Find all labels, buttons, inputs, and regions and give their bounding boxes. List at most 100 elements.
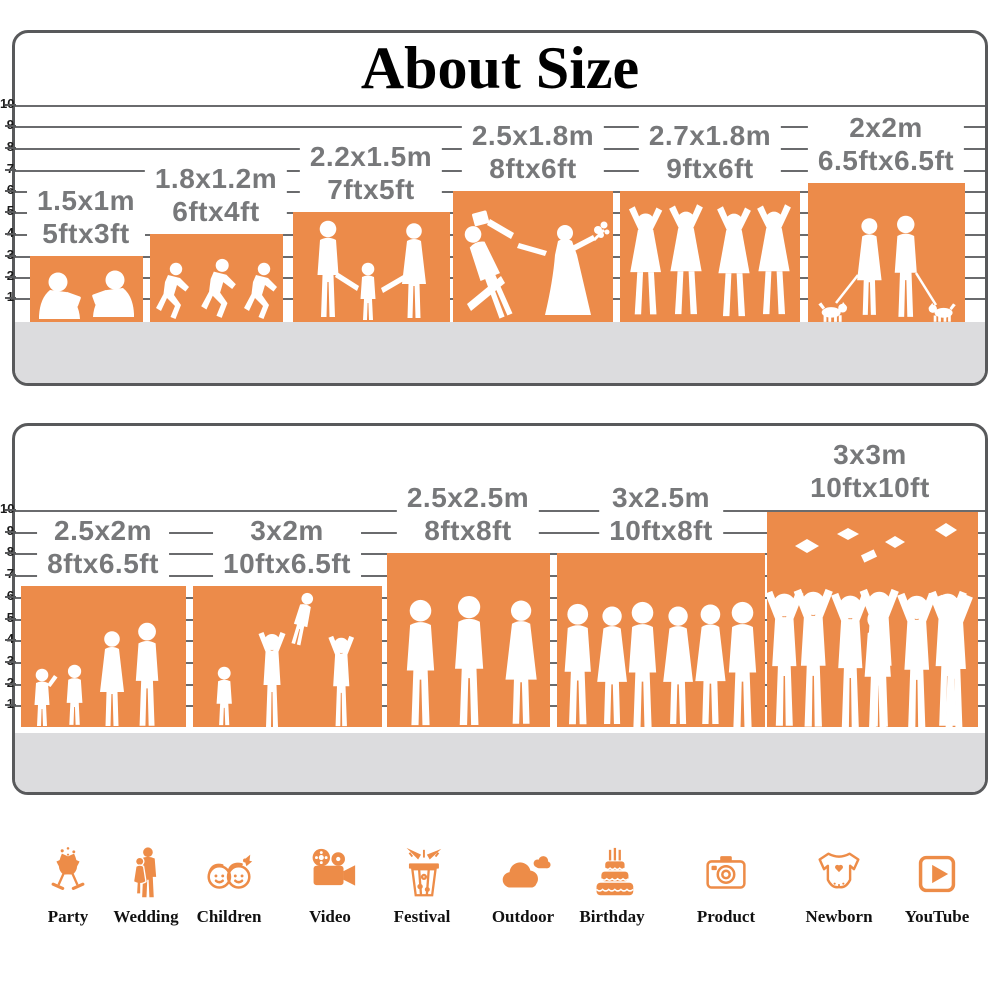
festival-icon	[406, 847, 442, 897]
size-metric: 1.5x1m	[37, 185, 135, 216]
axis-tick-label: 2	[0, 676, 14, 690]
size-imperial: 10ftx6.5ft	[223, 548, 351, 579]
axis-tick-label: 6	[0, 589, 14, 603]
children-icon	[207, 854, 253, 889]
size-imperial: 8ftx6ft	[489, 153, 577, 184]
youtube-icon	[918, 855, 956, 893]
category-label: Birthday	[579, 907, 645, 926]
size-label: 2.5x2.5m 8ftx8ft	[396, 481, 540, 547]
size-metric: 2.5x1.8m	[471, 120, 595, 151]
size-imperial: 6.5ftx6.5ft	[817, 145, 955, 176]
page-title: About Size	[340, 33, 660, 103]
axis-tick-label: 1	[0, 697, 14, 711]
silhouette-wedding-couple	[460, 210, 610, 320]
silhouette-kids-reading	[39, 270, 134, 319]
backdrop-1.5x1m	[30, 256, 143, 322]
axis-tick-label: 9	[0, 118, 14, 132]
size-panel-bottom: 2.5x2m 8ftx6.5ft 3x2m 10ftx6.5ft 2.5x2.5…	[12, 423, 988, 795]
gridline	[15, 105, 985, 107]
axis-tick	[5, 509, 16, 511]
backdrop-1.8x1.2m	[150, 234, 283, 322]
floor-strip	[15, 322, 985, 383]
category-label: Video	[309, 907, 351, 926]
category-newborn: Newborn	[791, 845, 887, 927]
category-party: Party	[20, 845, 116, 927]
axis-tick-label: 10	[0, 97, 14, 111]
axis-tick	[5, 190, 16, 192]
axis-tick	[5, 255, 16, 257]
size-imperial: 7ftx5ft	[327, 174, 415, 205]
size-label: 3x2.5m 10ftx8ft	[599, 481, 723, 547]
axis-tick-label: 7	[0, 567, 14, 581]
size-label: 2.5x1.8m 8ftx6ft	[461, 119, 605, 185]
axis-tick-label: 2	[0, 269, 14, 283]
backdrop-2.5x1.8m	[453, 191, 613, 322]
size-metric: 2.5x2m	[54, 515, 152, 546]
video-icon	[312, 848, 356, 886]
axis-tick-label: 5	[0, 204, 14, 218]
category-wedding: Wedding	[98, 845, 194, 927]
axis-tick-label: 5	[0, 611, 14, 625]
size-imperial: 5ftx3ft	[42, 218, 130, 249]
backdrop-3x3m	[767, 512, 978, 727]
size-label: 1.8x1.2m 6ftx4ft	[144, 162, 288, 228]
size-imperial: 8ftx8ft	[424, 515, 512, 546]
backdrop-2x2m	[808, 183, 965, 322]
newborn-icon	[818, 852, 860, 889]
silhouette-kids-running	[156, 258, 277, 319]
size-imperial: 10ftx8ft	[609, 515, 713, 546]
size-metric: 2.2x1.5m	[309, 141, 433, 172]
category-youtube: YouTube	[889, 845, 985, 927]
size-label: 2.5x2m 8ftx6.5ft	[37, 514, 169, 580]
axis-tick	[5, 531, 16, 533]
size-label: 3x3m 10ftx10ft	[800, 438, 940, 504]
party-icon	[51, 847, 85, 890]
backdrop-3x2m	[193, 586, 382, 727]
silhouette-group-of-friends	[564, 601, 757, 727]
axis-tick-label: 7	[0, 162, 14, 176]
axis-tick-label: 8	[0, 140, 14, 154]
category-label: Product	[696, 907, 756, 926]
size-metric: 1.8x1.2m	[154, 163, 278, 194]
backdrop-2.5x2m	[21, 586, 186, 727]
backdrop-2.7x1.8m	[620, 191, 800, 322]
category-label: Outdoor	[491, 907, 555, 926]
silhouette-family-of-four	[34, 622, 159, 726]
size-label: 2.7x1.8m 9ftx6ft	[638, 119, 782, 185]
silhouette-couple-walking-dogs	[818, 215, 956, 322]
axis-tick	[5, 704, 16, 706]
birthday-icon	[595, 847, 634, 896]
size-metric: 2x2m	[849, 112, 923, 143]
axis-tick	[5, 297, 16, 299]
category-label: Newborn	[805, 907, 873, 926]
category-festival: Festival	[374, 845, 470, 927]
product-icon	[706, 856, 746, 889]
axis-tick	[5, 211, 16, 213]
category-label: Wedding	[113, 907, 179, 926]
size-metric: 2.5x2.5m	[406, 482, 530, 513]
size-metric: 3x2.5m	[612, 482, 710, 513]
axis-tick	[5, 552, 16, 554]
wedding-icon	[132, 847, 157, 898]
axis-tick	[5, 661, 16, 663]
axis-tick-label: 3	[0, 248, 14, 262]
axis-tick-label: 3	[0, 654, 14, 668]
size-imperial: 6ftx4ft	[172, 196, 260, 227]
size-label: 3x2m 10ftx6.5ft	[213, 514, 361, 580]
axis-tick	[5, 104, 16, 106]
silhouette-standing-adults	[406, 595, 537, 726]
silhouette-family-with-child	[317, 220, 426, 320]
axis-tick	[5, 618, 16, 620]
silhouette-family-tossing-child	[216, 591, 355, 727]
axis-tick-label: 4	[0, 226, 14, 240]
axis-tick	[5, 233, 16, 235]
size-metric: 2.7x1.8m	[648, 120, 772, 151]
axis-tick	[5, 683, 16, 685]
axis-tick	[5, 639, 16, 641]
size-metric: 3x2m	[250, 515, 324, 546]
axis-tick	[5, 125, 16, 127]
category-children: Children	[181, 845, 277, 927]
axis-tick	[5, 574, 16, 576]
axis-tick-label: 9	[0, 524, 14, 538]
